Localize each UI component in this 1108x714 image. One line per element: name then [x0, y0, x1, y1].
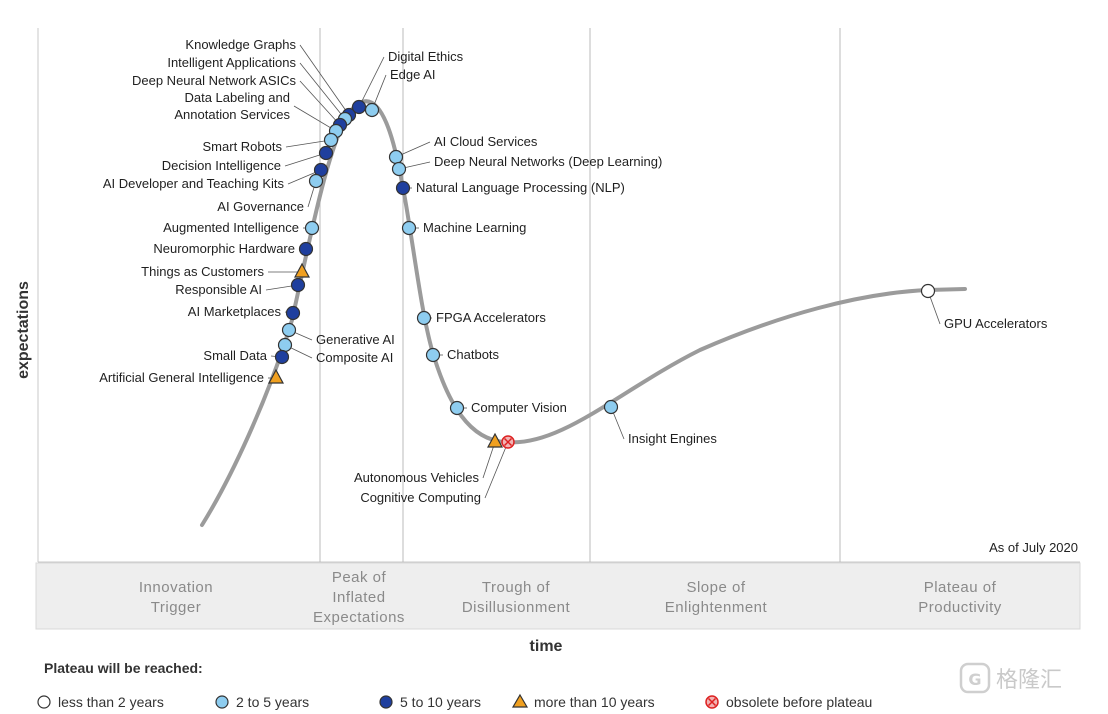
marker-gt10	[293, 262, 311, 278]
marker-2to5	[449, 400, 465, 416]
tech-label: Computer Vision	[471, 400, 567, 415]
as-of-date: As of July 2020	[989, 540, 1078, 555]
leader-line	[285, 139, 332, 148]
tech-label: AI Cloud Services	[434, 134, 538, 149]
tech-label: AI Developer and Teaching Kits	[103, 176, 285, 191]
leader-line	[358, 56, 385, 108]
marker-gt10	[267, 368, 285, 384]
marker-2to5	[603, 399, 619, 415]
legend-marker-2to5	[215, 695, 229, 709]
tech-label: Edge AI	[390, 67, 436, 82]
plot-frame	[37, 28, 1080, 563]
tech-label: Composite AI	[316, 350, 393, 365]
marker-2to5	[388, 149, 404, 165]
marker-lt2	[920, 283, 936, 299]
marker-5to10	[298, 241, 314, 257]
marker-2to5	[425, 347, 441, 363]
leader-line	[299, 62, 346, 120]
tech-label: FPGA Accelerators	[436, 310, 546, 325]
tech-label: Intelligent Applications	[167, 55, 296, 70]
tech-label: Machine Learning	[423, 220, 526, 235]
marker-5to10	[274, 349, 290, 365]
tech-label: AI Governance	[217, 199, 304, 214]
tech-label: Digital Ethics	[388, 49, 464, 64]
marker-2to5	[391, 161, 407, 177]
leader-line	[482, 441, 496, 479]
legend-label: more than 10 years	[534, 694, 655, 710]
marker-5to10	[318, 145, 334, 161]
tech-label: Augmented Intelligence	[163, 220, 299, 235]
marker-5to10	[290, 277, 306, 293]
leader-line	[299, 80, 341, 126]
marker-5to10	[395, 180, 411, 196]
leader-line	[293, 105, 337, 132]
phase-label: Innovation Trigger	[139, 579, 213, 616]
legend-label: 5 to 10 years	[400, 694, 481, 710]
tech-label: Deep Neural Network ASICs	[132, 73, 297, 88]
marker-2to5	[323, 132, 339, 148]
marker-5to10	[351, 99, 367, 115]
leader-line	[299, 44, 350, 116]
phase-label: Peak of Inflated Expectations	[313, 569, 405, 626]
tech-label: Data Labeling and Annotation Services	[174, 90, 290, 122]
phase-label: Trough of Disillusionment	[462, 579, 571, 616]
tech-label: AI Marketplaces	[188, 304, 282, 319]
phase-label: Plateau of Productivity	[918, 579, 1002, 616]
tech-label: Artificial General Intelligence	[99, 370, 264, 385]
x-axis-label: time	[530, 638, 563, 655]
tech-label: Knowledge Graphs	[185, 37, 296, 52]
tech-label: Decision Intelligence	[162, 158, 281, 173]
tech-label: Chatbots	[447, 347, 500, 362]
tech-label: Autonomous Vehicles	[354, 470, 480, 485]
tech-label: Insight Engines	[628, 431, 717, 446]
leader-line	[484, 441, 509, 499]
marker-2to5	[277, 337, 293, 353]
legend-label: less than 2 years	[58, 694, 164, 710]
svg-text:G: G	[968, 670, 981, 689]
legend-marker-5to10	[379, 695, 393, 709]
marker-5to10	[285, 305, 301, 321]
marker-2to5	[364, 102, 380, 118]
marker-gt10	[486, 432, 504, 448]
legend-marker-lt2	[37, 695, 51, 709]
marker-obs	[501, 435, 515, 449]
watermark-text: 格隆汇	[996, 668, 1062, 693]
tech-label: Cognitive Computing	[360, 490, 481, 505]
legend-marker-gt10	[511, 693, 529, 708]
tech-label: Deep Neural Networks (Deep Learning)	[434, 154, 662, 169]
watermark-logo: G 格隆汇	[959, 662, 1062, 694]
marker-2to5	[308, 173, 324, 189]
legend-marker-obs	[705, 695, 719, 709]
marker-2to5	[401, 220, 417, 236]
tech-label: Smart Robots	[203, 139, 283, 154]
marker-2to5	[304, 220, 320, 236]
tech-label: GPU Accelerators	[944, 316, 1048, 331]
phase-label: Slope of Enlightenment	[665, 579, 768, 616]
marker-2to5	[416, 310, 432, 326]
legend: less than 2 years 2 to 5 years 5 to 10 yea…	[37, 693, 872, 710]
legend-title: Plateau will be reached:	[44, 660, 203, 676]
legend-label: 2 to 5 years	[236, 694, 309, 710]
tech-label: Small Data	[203, 348, 267, 363]
y-axis-label: expectations	[15, 281, 32, 379]
leader-line	[284, 152, 327, 167]
tech-label: Natural Language Processing (NLP)	[416, 180, 625, 195]
phase-band	[35, 562, 1081, 630]
marker-2to5	[281, 322, 297, 338]
tech-label: Things as Customers	[141, 264, 264, 279]
tech-label: Neuromorphic Hardware	[153, 241, 295, 256]
legend-label: obsolete before plateau	[726, 694, 872, 710]
tech-label: Generative AI	[316, 332, 395, 347]
tech-label: Responsible AI	[175, 282, 262, 297]
